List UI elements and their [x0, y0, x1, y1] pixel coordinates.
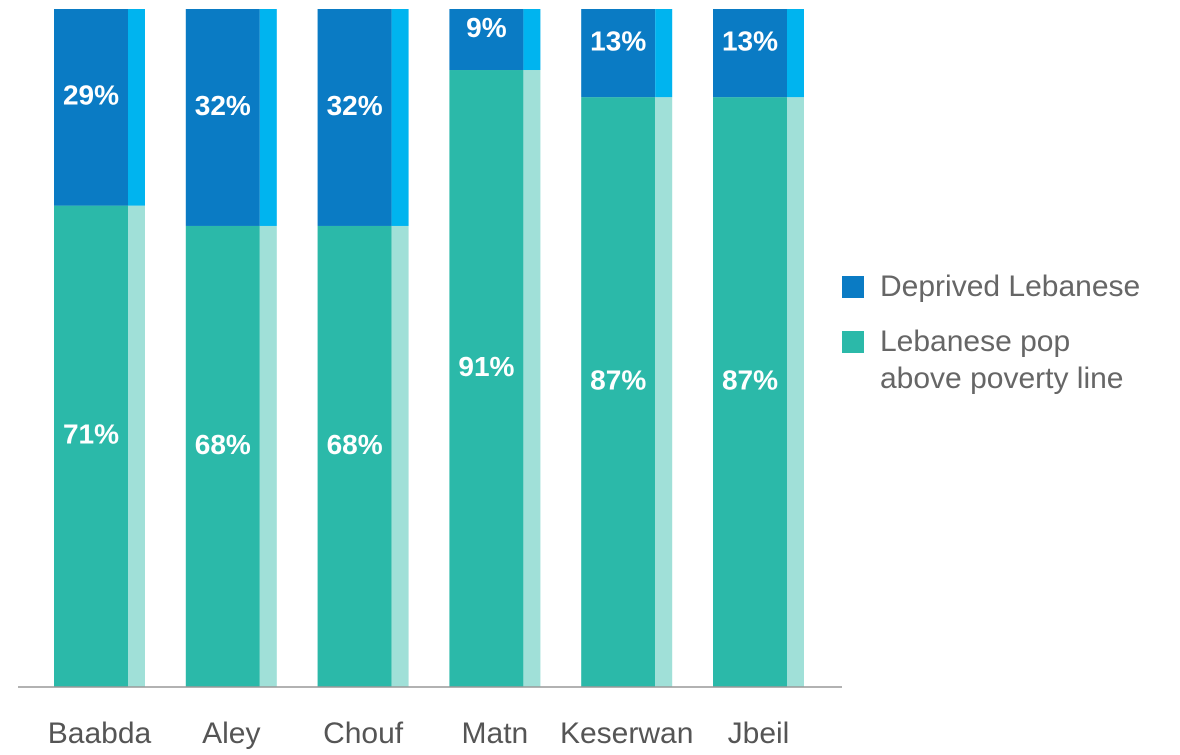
value-label: 32% — [327, 90, 383, 121]
bar-segment — [713, 9, 787, 98]
value-label: 91% — [458, 351, 514, 382]
bar-side — [655, 9, 673, 98]
bar-segment — [449, 9, 524, 71]
bar-segment — [54, 205, 128, 687]
value-label: 68% — [195, 429, 251, 460]
value-label: 13% — [590, 25, 646, 56]
bar-segment — [581, 97, 656, 687]
bar-side — [523, 70, 541, 687]
x-tick-label: Jbeil — [728, 717, 790, 750]
bar-segment — [713, 97, 787, 687]
value-label: 71% — [63, 419, 119, 450]
bar-segment — [581, 9, 656, 98]
bar-side — [655, 97, 673, 687]
legend-label: Lebanese pop above poverty line — [880, 325, 1124, 395]
bar-side — [128, 205, 145, 687]
x-tick-label: Chouf — [323, 717, 404, 750]
bar-side — [259, 225, 277, 687]
bar-side — [787, 9, 804, 98]
value-label: 9% — [466, 12, 507, 43]
x-tick-label: Baabda — [48, 717, 152, 750]
legend-label: Deprived Lebanese — [880, 270, 1141, 303]
x-tick-label: Matn — [462, 717, 529, 750]
value-label: 32% — [195, 90, 251, 121]
bar-segment — [185, 9, 260, 226]
bar-side — [391, 9, 409, 226]
bar-side — [787, 97, 804, 687]
value-label: 29% — [63, 80, 119, 111]
bar-side — [523, 9, 541, 71]
x-tick-label: Keserwan — [560, 717, 693, 750]
legend: Deprived Lebanese Lebanese pop above pove… — [842, 268, 1172, 415]
bar-segment — [317, 225, 392, 687]
value-label: 87% — [722, 364, 778, 395]
value-label: 87% — [590, 364, 646, 395]
legend-swatch — [842, 331, 864, 353]
value-label: 13% — [722, 25, 778, 56]
bar-side — [259, 9, 277, 226]
bar-side — [391, 225, 409, 687]
legend-swatch — [842, 276, 864, 298]
legend-item: Lebanese pop above poverty line — [842, 323, 1172, 397]
legend-item: Deprived Lebanese — [842, 268, 1172, 305]
bar-segment — [54, 9, 128, 206]
value-label: 68% — [327, 429, 383, 460]
bar-segment — [185, 225, 260, 687]
x-tick-label: Aley — [202, 717, 260, 750]
bar-segment — [449, 70, 524, 687]
bar-segment — [317, 9, 392, 226]
bar-side — [128, 9, 145, 206]
